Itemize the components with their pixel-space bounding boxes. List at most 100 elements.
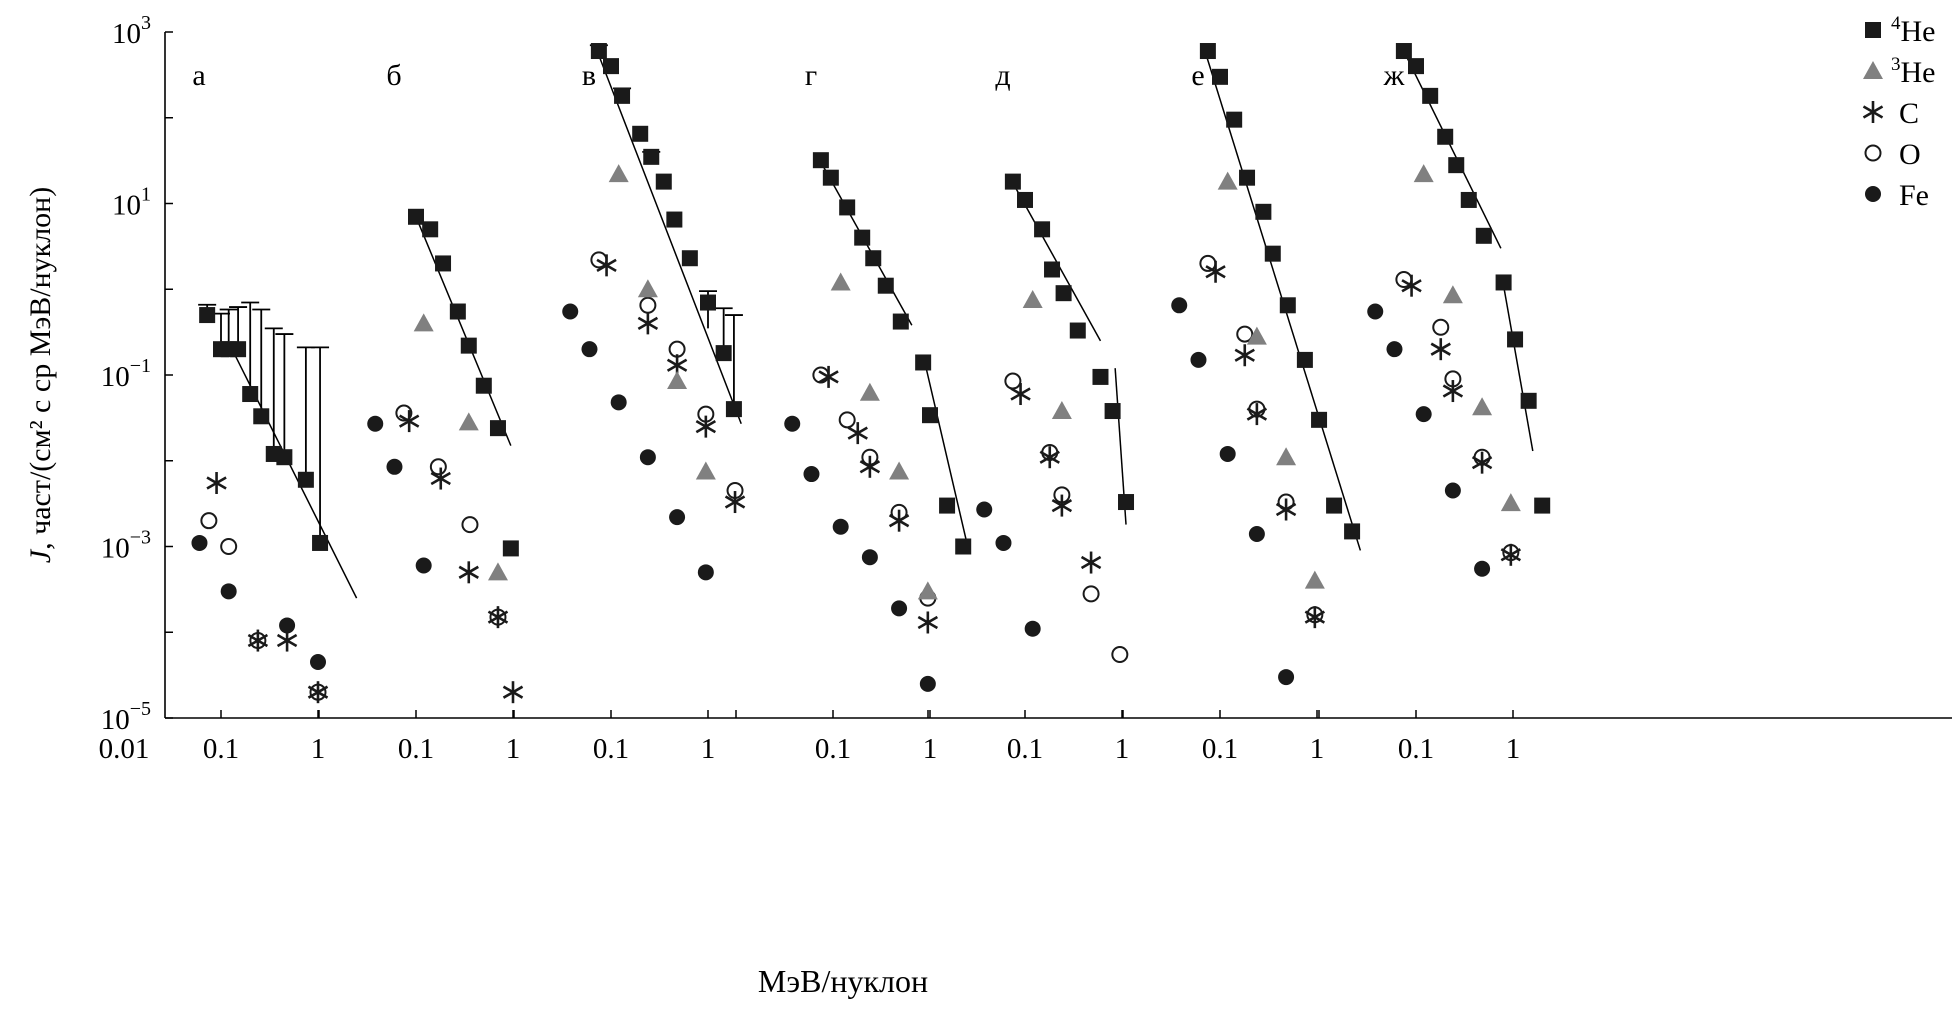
point-c (487, 606, 509, 629)
point-he4-shape (1422, 87, 1439, 104)
point-c-stroke (307, 685, 329, 699)
point-c (458, 561, 479, 584)
point-he4 (253, 408, 270, 425)
point-he4-shape (655, 173, 672, 190)
text-layer: 103 101 10−1 10−3 10−50.01 0.1 1 а 0.1 1 б 0.1 1 в 0.1… (24, 12, 1520, 999)
point-he4 (1118, 494, 1135, 511)
point-fe-shape (1367, 303, 1384, 320)
point-he3-shape (1500, 493, 1521, 512)
point-c (724, 491, 746, 514)
data-marks-layer (191, 43, 1551, 704)
point-c (637, 312, 659, 335)
point-he4 (655, 173, 672, 190)
panel-label: б (386, 59, 401, 92)
y-tick-label: 10−1 (101, 355, 151, 393)
point-fe (562, 303, 579, 320)
point-he3 (637, 279, 658, 298)
point-he4-shape (1118, 494, 1135, 511)
point-he4 (199, 307, 216, 324)
panel-label: ж (1383, 59, 1405, 92)
point-fe (1171, 297, 1188, 314)
point-c (1401, 274, 1422, 297)
point-he4 (877, 277, 894, 294)
x-tick-label: 0.1 (1007, 733, 1043, 765)
fit-line (922, 355, 970, 551)
point-he3 (1276, 447, 1297, 466)
point-he4-shape (590, 43, 607, 60)
point-he4 (1520, 392, 1537, 409)
point-he4 (408, 208, 424, 225)
point-fe-shape (919, 675, 936, 692)
point-he4-shape (839, 199, 856, 216)
point-c-stroke (847, 426, 868, 440)
legend-marker-he3-shape (1863, 61, 1883, 79)
point-he4-shape (1296, 351, 1313, 368)
point-fe-shape (1444, 482, 1461, 499)
point-he3 (859, 382, 880, 401)
x-tick-label: 0.1 (1398, 733, 1434, 765)
point-he4 (1239, 169, 1256, 186)
point-fe (803, 466, 820, 483)
point-he4-shape (422, 221, 439, 238)
point-c (206, 472, 227, 495)
point-he4-shape (643, 148, 660, 165)
point-he4 (1034, 221, 1051, 238)
point-he4 (865, 250, 882, 267)
fit-line (1400, 44, 1502, 249)
point-c (1304, 606, 1326, 629)
point-c (596, 254, 617, 277)
y-tick-label: 103 (112, 12, 151, 50)
point-o (1236, 325, 1254, 343)
point-fe-shape (803, 466, 820, 483)
point-fe (1444, 482, 1461, 499)
point-fe-shape (669, 509, 686, 526)
point-he4 (1448, 157, 1465, 174)
point-c-stroke (666, 358, 688, 372)
point-fe-shape (784, 415, 801, 432)
point-fe (1219, 445, 1236, 462)
point-he4 (822, 169, 839, 186)
point-he4-shape (1092, 368, 1109, 385)
point-he4 (489, 420, 506, 437)
point-he4-shape (1264, 245, 1281, 262)
point-c (276, 629, 298, 652)
point-he4-shape (854, 229, 871, 246)
point-fe (191, 534, 208, 551)
point-fe (367, 415, 384, 432)
point-he3 (1442, 285, 1463, 304)
point-c (1080, 551, 1102, 574)
point-he4-shape (666, 211, 683, 228)
point-he4-shape (632, 125, 649, 142)
point-he4 (812, 152, 829, 169)
legend-marker-fe (1865, 186, 1881, 202)
point-he4 (1437, 128, 1454, 145)
point-he4 (1104, 403, 1121, 420)
point-he4-shape (1017, 191, 1033, 208)
point-he4 (1017, 191, 1033, 208)
point-fe (386, 458, 403, 475)
point-o-shape (838, 411, 856, 429)
point-he4-shape (603, 58, 619, 75)
legend-marker-fe-shape (1865, 186, 1881, 202)
panel-label: а (192, 59, 205, 92)
point-he3 (1022, 289, 1043, 308)
point-he4-shape (435, 255, 452, 272)
point-fe (669, 509, 686, 526)
point-fe (220, 583, 237, 600)
axes-layer (164, 31, 1952, 719)
legend-marker-c-stroke (1862, 105, 1884, 119)
point-he3 (1472, 397, 1493, 416)
point-he4 (955, 538, 972, 555)
point-he4 (1534, 497, 1551, 514)
legend-item-fe: Fe (1865, 179, 1929, 212)
legend-marker-he4 (1865, 22, 1881, 38)
point-fe-shape (976, 501, 993, 518)
panel-label: в (582, 59, 596, 92)
point-he4 (1326, 497, 1343, 514)
x-tick-label: 0.1 (815, 733, 851, 765)
point-o-shape (639, 296, 657, 314)
point-c-stroke (859, 460, 881, 474)
point-fe-shape (220, 583, 237, 600)
point-c-stroke (1080, 555, 1102, 570)
